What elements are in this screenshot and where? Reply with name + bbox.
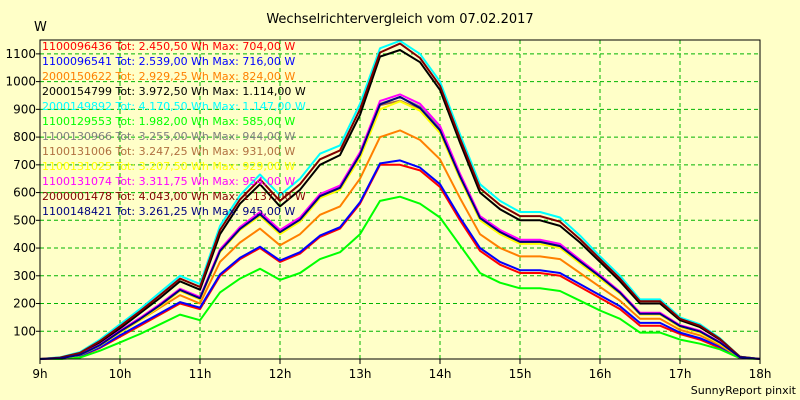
y-tick-label: 900 <box>13 102 36 116</box>
series-line <box>40 195 761 360</box>
y-tick-label: 600 <box>13 186 36 200</box>
series-line <box>40 129 761 360</box>
series-line <box>39 49 761 360</box>
y-tick-label: 200 <box>13 297 36 311</box>
x-tick-label: 18h <box>749 367 772 381</box>
legend-entry: 1100148421 Tot: 3.261,25 Wh Max: 945,00 … <box>42 205 295 218</box>
x-tick-label: 9h <box>32 367 47 381</box>
x-tick-label: 12h <box>269 367 292 381</box>
chart-title: Wechselrichtervergleich vom 07.02.2017 <box>266 12 533 27</box>
legend-entry: 1100129553 Tot: 1.982,00 Wh Max: 585,00 … <box>42 115 295 128</box>
plot-area-frame <box>39 39 761 360</box>
legend-entry: 2000001478 Tot: 4.043,00 Wh Max: 1.137,0… <box>42 190 306 203</box>
y-axis-ticks: 100 200 300 400 500 600 700 800 900 1000 1100 <box>5 47 40 338</box>
x-tick-label: 13h <box>349 367 372 381</box>
y-tick-label: 400 <box>13 241 36 255</box>
x-tick-label: 16h <box>589 367 612 381</box>
y-tick-label: 1100 <box>5 47 36 61</box>
legend-entry: 2000149892 Tot: 4.170,50 Wh Max: 1.147,0… <box>42 100 306 113</box>
y-tick-label: 100 <box>13 324 36 338</box>
legend: 1100096436 Tot: 2.450,50 Wh Max: 704,00 … <box>42 40 306 218</box>
y-tick-label: 700 <box>13 158 36 172</box>
legend-entry: 1100096436 Tot: 2.450,50 Wh Max: 704,00 … <box>42 40 295 53</box>
x-tick-label: 17h <box>669 367 692 381</box>
legend-entry: 1100130966 Tot: 3.255,00 Wh Max: 944,00 … <box>42 130 295 143</box>
legend-entry: 1100131074 Tot: 3.311,75 Wh Max: 954,00 … <box>42 175 295 188</box>
x-tick-label: 14h <box>429 367 452 381</box>
legend-entry: 2000150622 Tot: 2.929,25 Wh Max: 824,00 … <box>42 70 295 83</box>
series-lines <box>39 39 761 360</box>
series-line <box>40 159 761 360</box>
footer-credit: SunnyReport pinxit <box>691 384 797 397</box>
legend-entry: 1100096541 Tot: 2.539,00 Wh Max: 716,00 … <box>42 55 295 68</box>
x-tick-label: 11h <box>189 367 212 381</box>
legend-entry: 1100131006 Tot: 3.247,25 Wh Max: 931,00 … <box>42 145 295 158</box>
y-tick-label: 800 <box>13 130 36 144</box>
legend-entry: 2000154799 Tot: 3.972,50 Wh Max: 1.114,0… <box>42 85 306 98</box>
y-axis-unit-label: W <box>34 20 47 35</box>
x-tick-label: 15h <box>509 367 532 381</box>
legend-entry: 1100131025 Tot: 3.207,50 Wh Max: 929,00 … <box>42 160 295 173</box>
y-tick-label: 300 <box>13 269 36 283</box>
y-tick-label: 500 <box>13 213 36 227</box>
series-line <box>39 42 761 360</box>
x-tick-label: 10h <box>109 367 132 381</box>
y-tick-label: 1000 <box>5 75 36 89</box>
x-axis-ticks: 9h 10h 11h 12h 13h 14h 15h 16h 17h 18h <box>32 359 771 381</box>
series-line <box>39 95 761 360</box>
series-line <box>40 163 761 360</box>
series-line <box>39 39 761 360</box>
